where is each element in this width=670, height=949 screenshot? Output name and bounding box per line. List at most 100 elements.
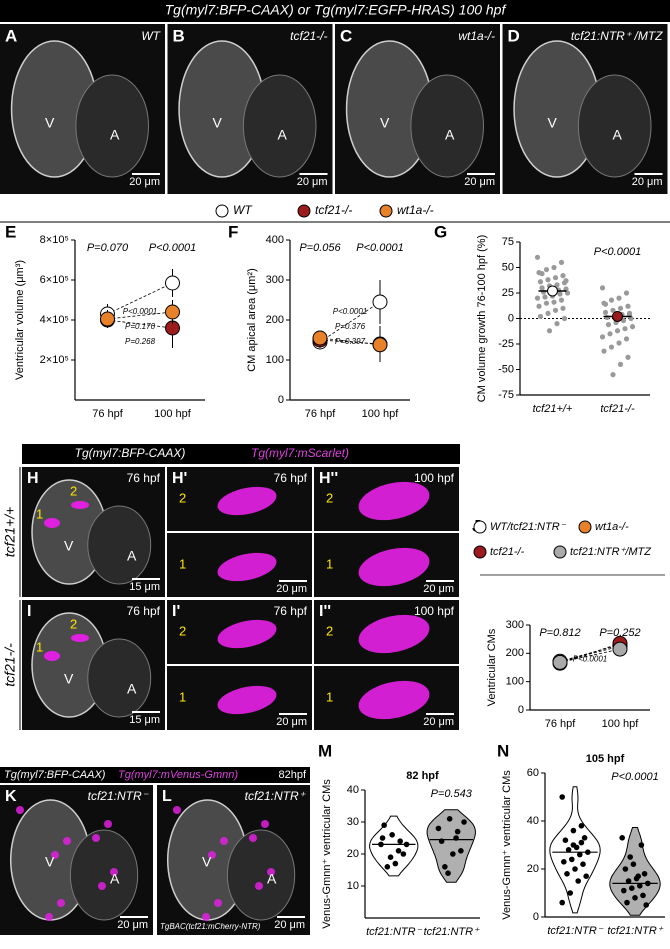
data-point: [585, 849, 591, 855]
data-point: [387, 854, 394, 860]
legend-swatch: [473, 520, 487, 534]
data-point: [635, 873, 641, 879]
p-value: P=0.397: [335, 337, 366, 346]
chamber-label: A: [127, 681, 137, 697]
series-line: [559, 648, 621, 663]
data-point: [458, 848, 464, 854]
data-point: [604, 314, 610, 321]
y-tick-label: 300: [506, 619, 524, 631]
legend-label: wt1a-/-: [397, 203, 434, 217]
x-tick-label: 100 hpf: [602, 718, 640, 730]
data-point: [629, 324, 636, 330]
panel-letter: E: [5, 222, 16, 241]
y-axis-label: CM volume growth 76-100 hpf (%): [476, 235, 488, 403]
data-point: [625, 303, 631, 309]
data-point: [454, 828, 461, 835]
atrium-shape: [87, 505, 152, 585]
legend-label: tcf21:NTR⁺/MTZ: [570, 546, 652, 558]
series-line: [319, 301, 381, 343]
row-label: tcf21-/-: [2, 643, 18, 687]
time-label: 100 hpf: [414, 471, 455, 485]
data-point: [438, 838, 445, 844]
cell-render: [358, 614, 430, 654]
data-point: [581, 835, 588, 841]
data-point: [622, 866, 629, 872]
series-line: [107, 319, 173, 329]
data-point: [641, 871, 648, 877]
p-value: P=0.268: [125, 337, 156, 346]
p-value: P<0.0001: [573, 655, 607, 664]
y-tick-label: -75: [498, 389, 514, 401]
legend-swatch: [379, 204, 393, 218]
p-value: P=0.170: [125, 322, 156, 331]
nucleus: [202, 913, 210, 921]
cell-shape: [44, 518, 60, 528]
legend-swatch: [297, 204, 311, 218]
data-point: [461, 819, 467, 825]
panel-letter: K: [5, 788, 17, 805]
scale-label: 20 μm: [297, 176, 328, 188]
legend-swatch: [553, 545, 567, 559]
cell-number: 2: [70, 483, 77, 498]
data-point: [552, 654, 568, 670]
data-point: [372, 294, 388, 310]
data-point: [536, 303, 542, 309]
chamber-label: A: [613, 127, 623, 143]
cell-number: 2: [326, 490, 333, 505]
data-point: [442, 864, 448, 870]
nucleus: [214, 899, 222, 907]
panel-letter: I: [27, 603, 31, 620]
data-point: [612, 641, 628, 657]
cell-number: 2: [70, 616, 77, 631]
cell-number: 1: [326, 556, 333, 571]
time-label: 76 hpf: [127, 604, 161, 618]
data-point: [625, 354, 631, 360]
genotype-label: tcf21:NTR⁻: [88, 789, 150, 803]
atrium-shape: [69, 829, 139, 921]
panel-letter: H'': [319, 470, 338, 487]
data-point: [617, 361, 624, 367]
data-point: [165, 275, 180, 291]
cell-number: 1: [326, 689, 333, 704]
scale-label: 20 μm: [274, 919, 305, 931]
data-point: [453, 835, 459, 841]
y-tick-label: 100: [266, 354, 284, 366]
data-point: [638, 842, 645, 848]
cell-render: [217, 685, 277, 715]
p-value: P<0.0001: [333, 307, 367, 316]
header-text: 82hpf: [278, 769, 306, 781]
data-point: [557, 291, 563, 297]
scale-label: 20 μm: [276, 583, 307, 595]
legend-label: WT/tcf21:NTR⁻: [490, 521, 567, 533]
nucleus: [98, 882, 106, 890]
y-axis-label: Ventricular CMs: [486, 628, 498, 706]
nucleus: [261, 820, 269, 828]
data-point: [623, 290, 630, 296]
series-line: [559, 645, 621, 663]
panel-letter: A: [5, 26, 17, 45]
data-point: [545, 277, 551, 283]
y-axis-label: Venus-Gmnn⁺ ventricular CMs: [501, 770, 513, 920]
panel-letter: I'': [319, 603, 331, 620]
data-point: [397, 838, 403, 844]
p-value: P=0.070: [87, 242, 129, 254]
y-tick-label: 40: [347, 784, 359, 796]
data-point: [575, 878, 581, 884]
header-text: Tg(myl7:BFP-CAAX): [75, 446, 186, 460]
header-text: Tg(myl7:BFP-CAAX): [4, 769, 106, 781]
series-line: [319, 337, 381, 346]
data-point: [539, 285, 545, 291]
data-point: [602, 301, 609, 307]
violin: [549, 786, 601, 914]
y-tick-label: -50: [498, 363, 514, 375]
header-text: Tg(myl7:mScarlet): [251, 446, 349, 460]
data-point: [608, 344, 615, 350]
header-bar: [0, 0, 670, 22]
data-point: [563, 278, 569, 284]
data-point: [534, 254, 541, 260]
data-point: [624, 899, 630, 906]
data-point: [610, 307, 616, 313]
genotype-label: tcf21:NTR⁺: [245, 789, 307, 803]
data-point: [617, 305, 624, 311]
panel-letter: G: [434, 222, 447, 241]
